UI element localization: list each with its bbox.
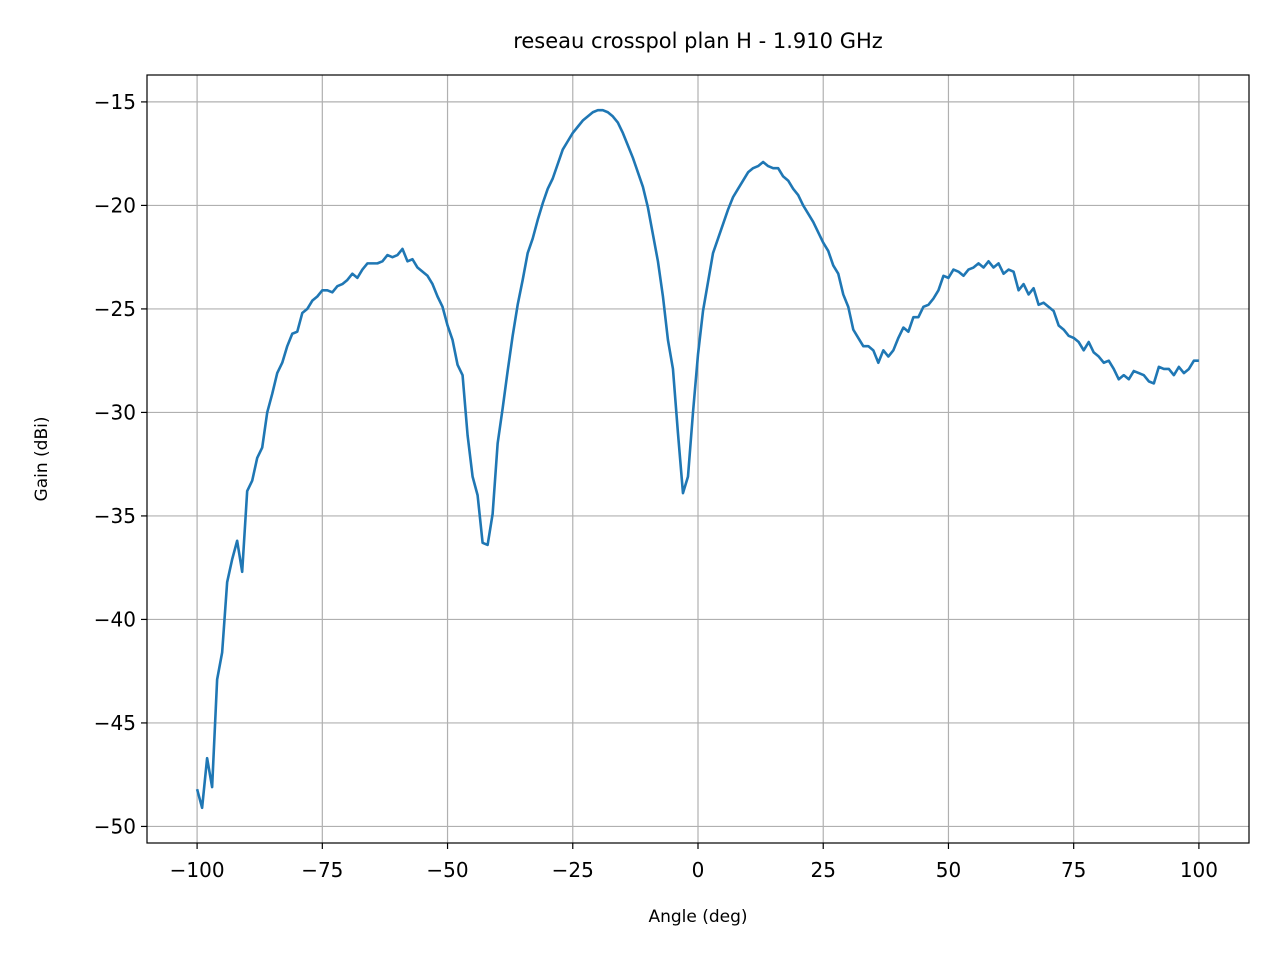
- plot-frame: [146, 74, 1250, 844]
- y-axis-label: Gain (dBi): [32, 417, 52, 502]
- x-tick-label: −75: [301, 858, 343, 882]
- x-axis-label: Angle (deg): [648, 907, 747, 927]
- x-tick-label: −50: [426, 858, 468, 882]
- y-tick-label: −30: [94, 400, 136, 424]
- x-tick-label: −25: [552, 858, 594, 882]
- y-tick-label: −40: [94, 607, 136, 631]
- x-tick-label: 75: [1061, 858, 1086, 882]
- y-tick-label: −25: [94, 297, 136, 321]
- y-tick-label: −45: [94, 711, 136, 735]
- y-tick-label: −20: [94, 193, 136, 217]
- data-line: [195, 108, 1199, 810]
- y-tick-label: −50: [94, 814, 136, 838]
- x-tick-label: 0: [692, 858, 705, 882]
- x-tick-label: −100: [170, 858, 225, 882]
- x-tick-label: 25: [811, 858, 836, 882]
- y-tick-label: −15: [94, 90, 136, 114]
- x-tick-label: 100: [1180, 858, 1218, 882]
- y-tick-label: −35: [94, 504, 136, 528]
- x-tick-label: 50: [936, 858, 961, 882]
- chart-title: reseau crosspol plan H - 1.910 GHz: [513, 29, 883, 53]
